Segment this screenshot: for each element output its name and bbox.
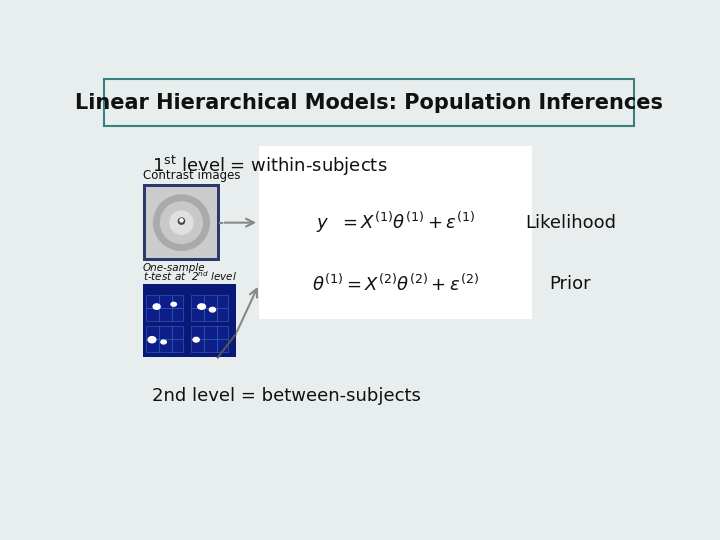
- Text: 1$^{\mathregular{st}}$ level = within-subjects: 1$^{\mathregular{st}}$ level = within-su…: [152, 154, 387, 179]
- Bar: [145, 295, 183, 321]
- Ellipse shape: [180, 219, 183, 222]
- Bar: [145, 187, 217, 258]
- Text: One-sample: One-sample: [143, 263, 205, 273]
- Bar: [191, 295, 228, 321]
- Ellipse shape: [170, 211, 193, 234]
- Text: $y\ \ = X^{(1)}\theta^{(1)} + \varepsilon^{(1)}$: $y\ \ = X^{(1)}\theta^{(1)} + \varepsilo…: [316, 210, 474, 235]
- Bar: [145, 326, 183, 352]
- Text: Contrast images: Contrast images: [143, 169, 240, 182]
- Bar: [191, 326, 228, 352]
- Ellipse shape: [148, 336, 156, 343]
- Bar: [143, 284, 235, 357]
- Text: 2nd level = between-subjects: 2nd level = between-subjects: [152, 387, 421, 405]
- Bar: [104, 79, 634, 126]
- Text: Linear Hierarchical Models: Population Inferences: Linear Hierarchical Models: Population I…: [75, 92, 663, 112]
- Ellipse shape: [171, 302, 176, 306]
- Ellipse shape: [161, 202, 202, 244]
- Bar: [259, 146, 532, 319]
- Ellipse shape: [193, 338, 199, 342]
- Ellipse shape: [153, 195, 210, 251]
- Text: Likelihood: Likelihood: [525, 214, 616, 232]
- Ellipse shape: [198, 304, 205, 309]
- Ellipse shape: [161, 340, 166, 344]
- Text: t-test at  2$^{\mathregular{nd}}$ level: t-test at 2$^{\mathregular{nd}}$ level: [143, 269, 237, 284]
- Ellipse shape: [179, 218, 184, 224]
- Ellipse shape: [153, 304, 160, 309]
- Text: $\theta^{(1)} = X^{(2)}\theta^{(2)} + \varepsilon^{(2)}$: $\theta^{(1)} = X^{(2)}\theta^{(2)} + \v…: [312, 274, 479, 295]
- Ellipse shape: [210, 307, 215, 312]
- Text: Prior: Prior: [549, 275, 591, 293]
- Bar: [143, 184, 220, 261]
